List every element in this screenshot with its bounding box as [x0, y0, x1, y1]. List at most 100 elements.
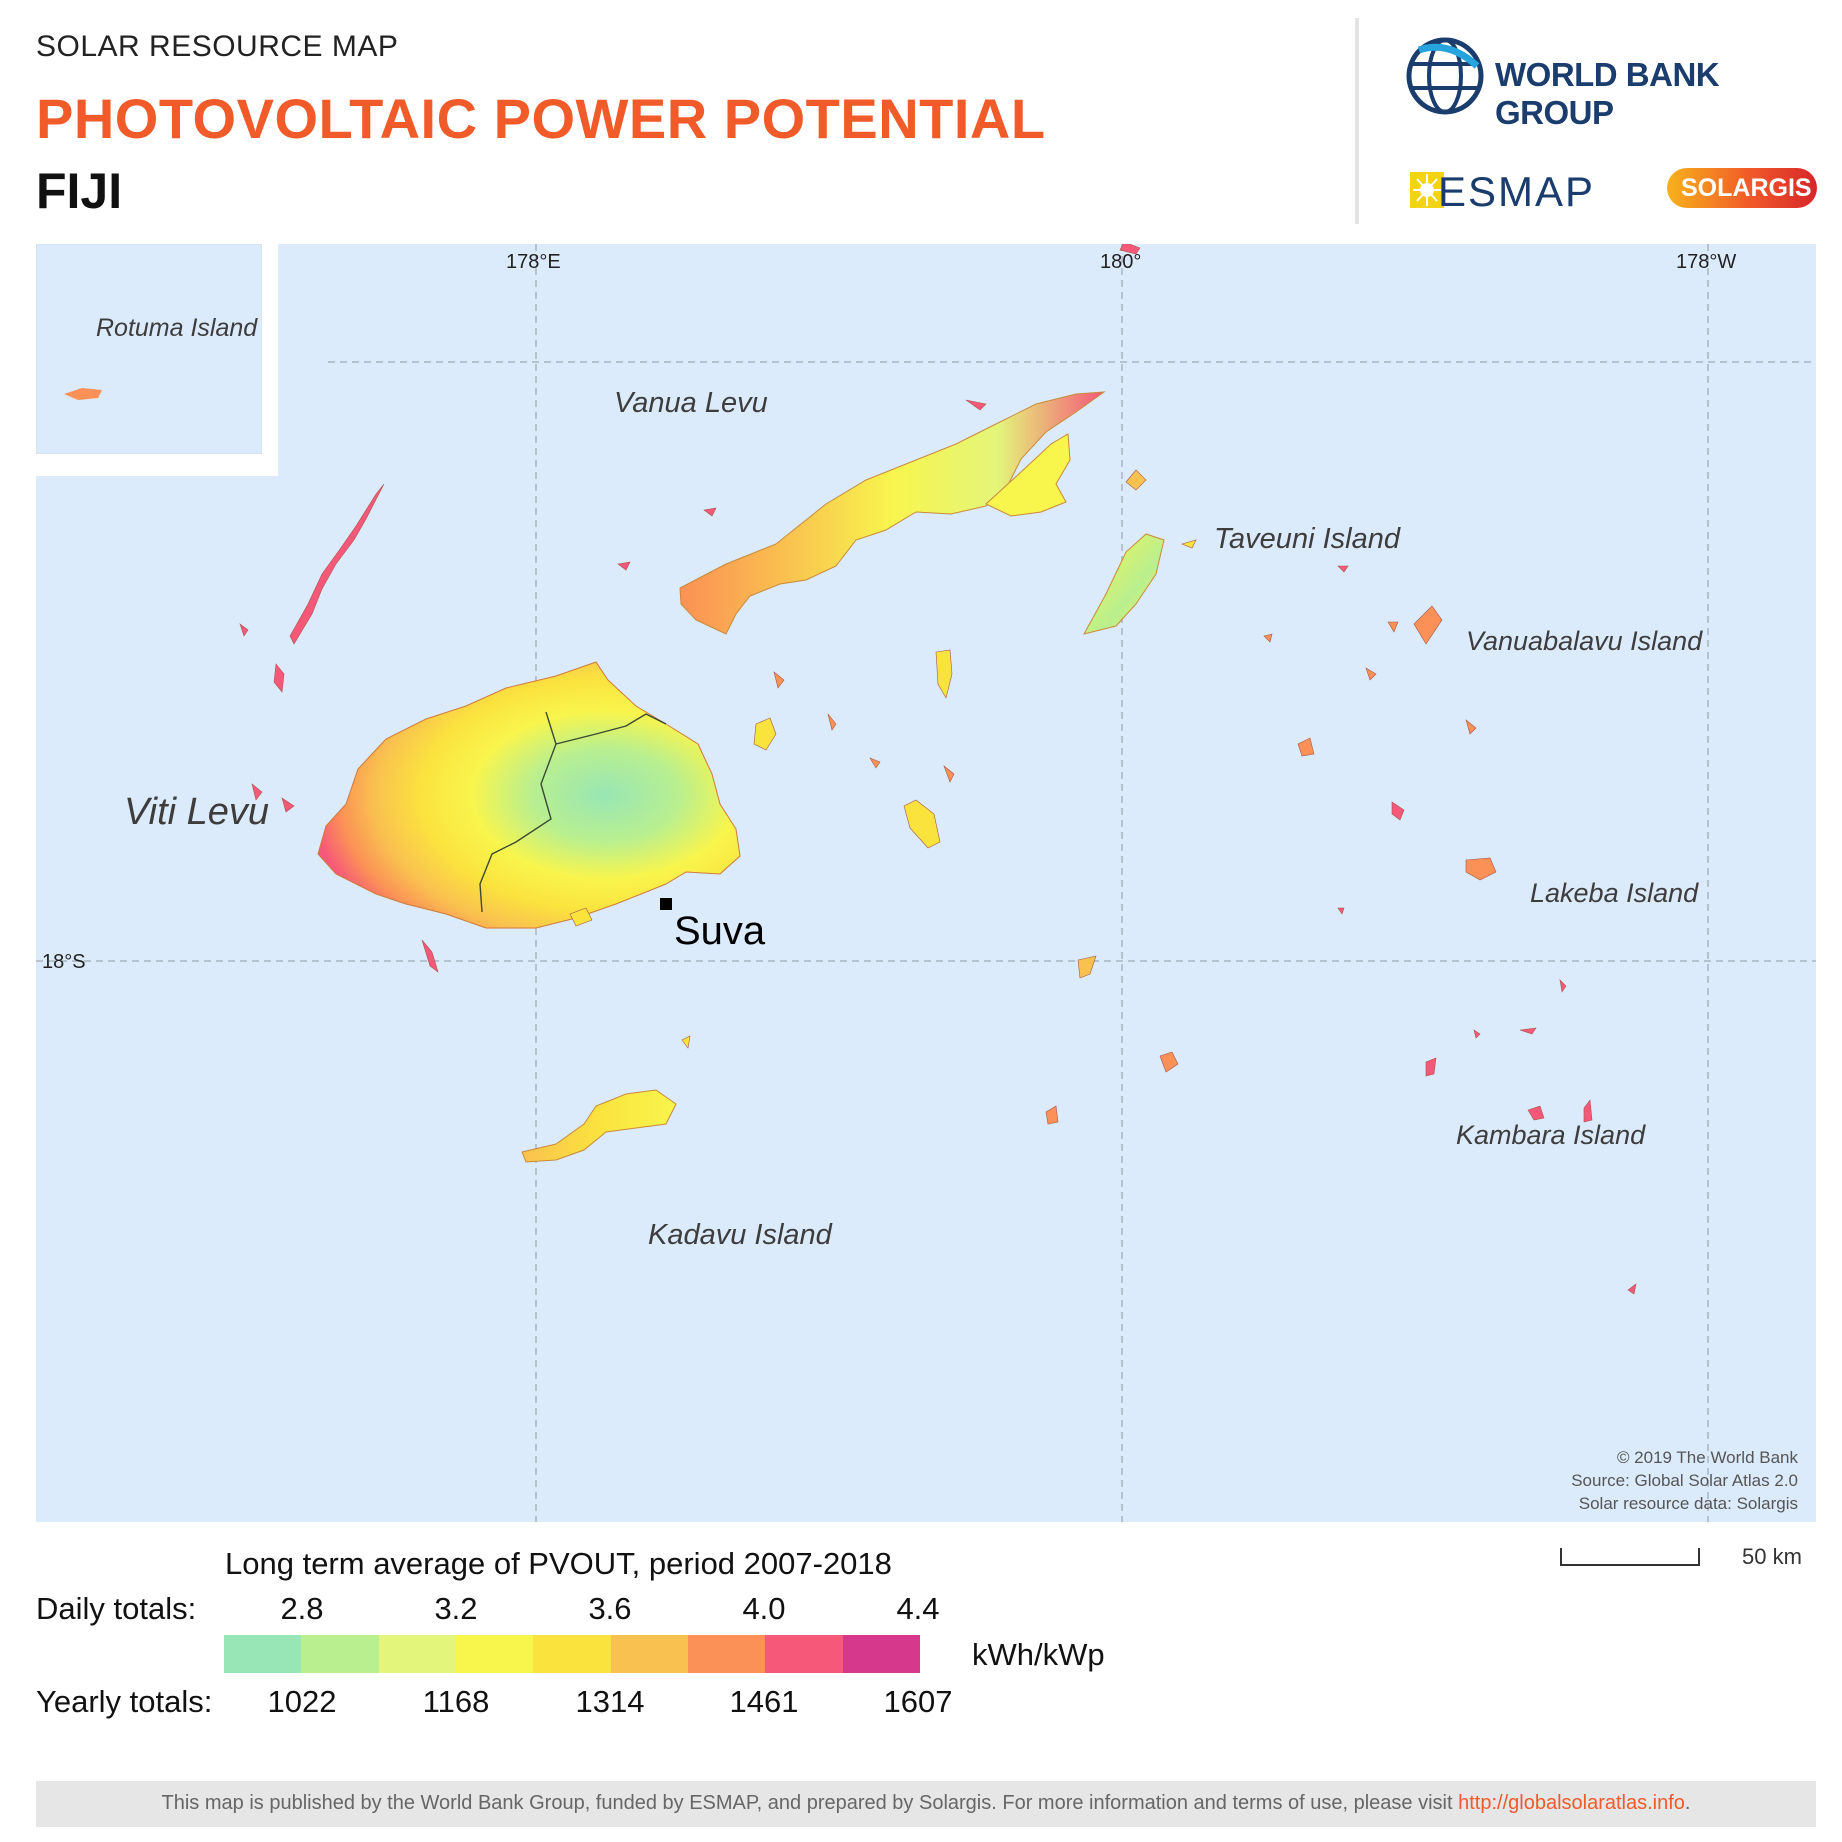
- solargis-logo: [1667, 168, 1817, 208]
- credit-copyright: © 2019 The World Bank: [1616, 1448, 1798, 1467]
- island: [1425, 1057, 1437, 1077]
- label-capital-suva: Suva: [674, 909, 766, 953]
- label-vanua-levu: Vanua Levu: [614, 387, 768, 419]
- label-viti-levu: Viti Levu: [124, 791, 269, 833]
- label-vanuabalavu-island: Vanuabalavu Island: [1466, 626, 1703, 656]
- island: [1391, 801, 1405, 821]
- legend-unit: kWh/kWp: [972, 1637, 1105, 1672]
- viti-levu-island: [317, 661, 741, 929]
- legend-daily-tick: 3.2: [434, 1591, 478, 1626]
- map-subtitle: SOLAR RESOURCE MAP: [36, 30, 399, 63]
- solargis-logo-text: SOLARGIS: [1681, 174, 1812, 202]
- island: [273, 663, 285, 693]
- legend-daily-tick: 4.0: [742, 1591, 786, 1626]
- label-18s: 18°S: [42, 951, 86, 973]
- rotuma-inset: [36, 244, 263, 455]
- label-kambara-island: Kambara Island: [1456, 1120, 1646, 1150]
- island: [869, 757, 881, 769]
- kadavu-island: [521, 1089, 677, 1163]
- legend-yearly-tick: 1607: [883, 1684, 953, 1719]
- legend-swatch: [378, 1635, 456, 1673]
- legend-daily-tick: 3.6: [588, 1591, 632, 1626]
- label-lakeba-island: Lakeba Island: [1530, 878, 1699, 908]
- map-title: PHOTOVOLTAIC POWER POTENTIAL: [36, 87, 1046, 150]
- legend-swatch: [765, 1635, 843, 1673]
- legend-yearly-label: Yearly totals:: [36, 1684, 213, 1719]
- legend-yearly-tick: 1314: [575, 1684, 645, 1719]
- credit-source: Source: Global Solar Atlas 2.0: [1571, 1471, 1798, 1490]
- rotuma-island: [64, 388, 102, 400]
- island: [1297, 737, 1315, 757]
- world-bank-globe-icon: [1406, 37, 1484, 115]
- world-bank-logo-text: WORLD BANK GROUP: [1495, 56, 1720, 131]
- footer-link[interactable]: http://globalsolaratlas.info: [1458, 1792, 1685, 1814]
- viti-levu-division-border: [479, 711, 557, 913]
- label-taveuni-island: Taveuni Island: [1214, 523, 1401, 555]
- yasawa-islands: [289, 483, 385, 645]
- label-178e: 178°E: [506, 251, 561, 273]
- legend-swatch: [301, 1635, 379, 1673]
- legend-yearly-tick: 1168: [422, 1684, 490, 1719]
- island: [281, 797, 295, 813]
- legend-swatch: [224, 1635, 302, 1673]
- island: [935, 649, 953, 699]
- map-credits: © 2019 The World Bank Source: Global Sol…: [1378, 1446, 1798, 1515]
- label-rotuma-island: Rotuma Island: [96, 314, 258, 342]
- legend-yearly-tick: 1022: [267, 1684, 337, 1719]
- island: [1627, 1283, 1637, 1295]
- island: [421, 939, 439, 973]
- island: [827, 713, 837, 731]
- inset-frame: [36, 454, 278, 476]
- island: [1077, 955, 1097, 979]
- island: [1527, 1105, 1545, 1121]
- island: [251, 783, 263, 801]
- island: [1119, 244, 1141, 255]
- credit-data: Solar resource data: Solargis: [1578, 1494, 1798, 1513]
- legend-daily-label: Daily totals:: [36, 1591, 197, 1626]
- esmap-logo-text: ESMAP: [1438, 168, 1595, 214]
- island: [1125, 469, 1147, 491]
- island: [1365, 667, 1377, 681]
- island: [617, 561, 631, 571]
- island: [703, 507, 717, 517]
- legend-swatch: [687, 1635, 766, 1673]
- legend-swatch: [610, 1635, 688, 1673]
- legend-daily-tick: 4.4: [896, 1591, 940, 1626]
- pvout-map: 178°E 180° 178°W 18°S: [36, 244, 1816, 1522]
- island: [1337, 907, 1345, 915]
- island: [1159, 1051, 1179, 1073]
- island: [239, 623, 249, 637]
- footer-text: This map is published by the World Bank …: [36, 1792, 1816, 1815]
- island: [1387, 621, 1399, 633]
- island: [1559, 979, 1567, 993]
- legend-daily-tick: 2.8: [280, 1591, 324, 1626]
- footer-bar: [36, 1781, 1816, 1827]
- island: [1045, 1105, 1059, 1125]
- island: [1473, 1029, 1481, 1039]
- taveuni-island: [1083, 533, 1165, 635]
- footer-end: .: [1684, 1792, 1691, 1814]
- country-name: FIJI: [36, 163, 123, 219]
- island: [1583, 1099, 1593, 1123]
- capital-marker: [660, 898, 672, 910]
- label-kadavu-island: Kadavu Island: [648, 1219, 833, 1251]
- viti-levu-division-border: [555, 713, 667, 745]
- vanua-levu-peninsula: [985, 433, 1071, 517]
- legend-swatch: [842, 1635, 920, 1673]
- island: [1519, 1027, 1537, 1035]
- island: [1465, 719, 1477, 735]
- island: [1465, 857, 1497, 881]
- island: [569, 907, 593, 927]
- legend-swatch: [533, 1635, 611, 1673]
- header-divider: [1355, 18, 1359, 224]
- island: [681, 1035, 691, 1049]
- island: [1413, 605, 1443, 645]
- scale-label: 50 km: [1742, 1544, 1802, 1569]
- esmap-logo: ESMAP: [1410, 168, 1595, 214]
- small-islands: [239, 244, 1637, 1295]
- legend-title: Long term average of PVOUT, period 2007-…: [225, 1546, 892, 1581]
- island: [1263, 633, 1273, 643]
- legend-swatch: [455, 1635, 534, 1673]
- island: [753, 717, 777, 751]
- island: [965, 399, 987, 411]
